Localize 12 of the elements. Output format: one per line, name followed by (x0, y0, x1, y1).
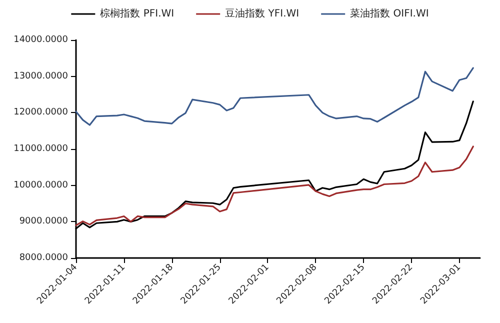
y-tick-label: 14000.0000 (14, 35, 68, 45)
line-series (75, 146, 474, 226)
legend-label: 菜油指数 OIFI.WI (350, 8, 429, 20)
y-tick-label: 12000.0000 (14, 108, 68, 118)
line-series (75, 67, 474, 126)
y-tick-label: 10000.0000 (14, 180, 68, 190)
y-tick-label: 9000.0000 (19, 216, 68, 227)
y-tick-label: 8000.0000 (19, 253, 68, 263)
legend-label: 棕榈指数 PFI.WI (100, 8, 174, 20)
y-tick-label: 11000.0000 (14, 144, 68, 154)
legend-label: 豆油指数 YFI.WI (225, 8, 300, 20)
y-tick-label: 13000.0000 (14, 71, 68, 82)
